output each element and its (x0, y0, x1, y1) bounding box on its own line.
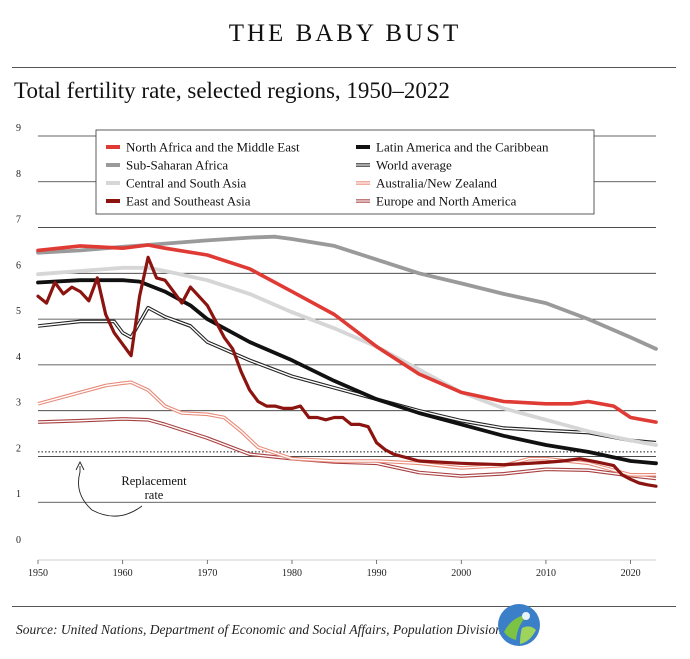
series-line-inner-aus_nz (37, 381, 656, 476)
y-tick-label: 4 (16, 352, 21, 363)
y-tick-label: 1 (16, 489, 21, 500)
y-tick-label: 6 (16, 260, 21, 271)
globe-logo-icon (498, 604, 540, 646)
legend-label-east_se_asia: East and Southeast Asia (126, 194, 251, 209)
replacement-label-line1: Replacement (121, 474, 187, 488)
legend-label-world: World average (376, 158, 452, 173)
legend-label-latin_america: Latin America and the Caribbean (376, 140, 549, 155)
y-tick-label: 5 (16, 306, 21, 317)
series-line-latin_america (36, 278, 658, 466)
banner-title: THE BABY BUST (228, 20, 462, 47)
x-tick-label: 1990 (367, 568, 387, 579)
legend-label-sub_saharan: Sub-Saharan Africa (126, 158, 228, 173)
x-tick-label: 1970 (197, 568, 217, 579)
legend-label-aus_nz: Australia/New Zealand (376, 176, 497, 191)
legend-label-central_south_asia: Central and South Asia (126, 176, 246, 191)
x-tick-label: 1980 (282, 568, 302, 579)
replacement-arrow (78, 466, 143, 517)
x-tick-label: 2010 (536, 568, 556, 579)
source-note: Source: United Nations, Department of Ec… (16, 622, 502, 637)
fertility-chart: 0 1 2 3 4 5 6 7 8 9 1950 1960 1970 1980 1990 2000 2010 20… (16, 123, 658, 579)
replacement-arrow-head (75, 460, 85, 471)
x-tick-label: 2000 (451, 568, 471, 579)
legend-label-north_africa: North Africa and the Middle East (126, 140, 300, 155)
y-tick-label: 0 (16, 535, 21, 546)
series-line-central_south_asia (36, 265, 658, 447)
series-line-inner-world (37, 307, 657, 444)
y-tick-label: 3 (16, 398, 21, 409)
x-tick-label: 2020 (621, 568, 641, 579)
y-tick-label: 2 (16, 443, 21, 454)
replacement-label-line2: rate (145, 488, 164, 502)
y-tick-label: 7 (16, 215, 21, 226)
legend-label-europe_na: Europe and North America (376, 194, 517, 209)
bottom-rule (12, 606, 676, 607)
series-line-east_se_asia (36, 255, 658, 488)
series-line-north_africa (36, 243, 658, 424)
legend-box (95, 129, 595, 215)
chart-title: Total fertility rate, selected regions, … (14, 78, 450, 103)
x-tick-label: 1950 (28, 568, 48, 579)
y-tick-label: 9 (16, 123, 21, 134)
y-tick-label: 8 (16, 169, 21, 180)
top-rule (12, 67, 676, 68)
x-tick-label: 1960 (113, 568, 133, 579)
